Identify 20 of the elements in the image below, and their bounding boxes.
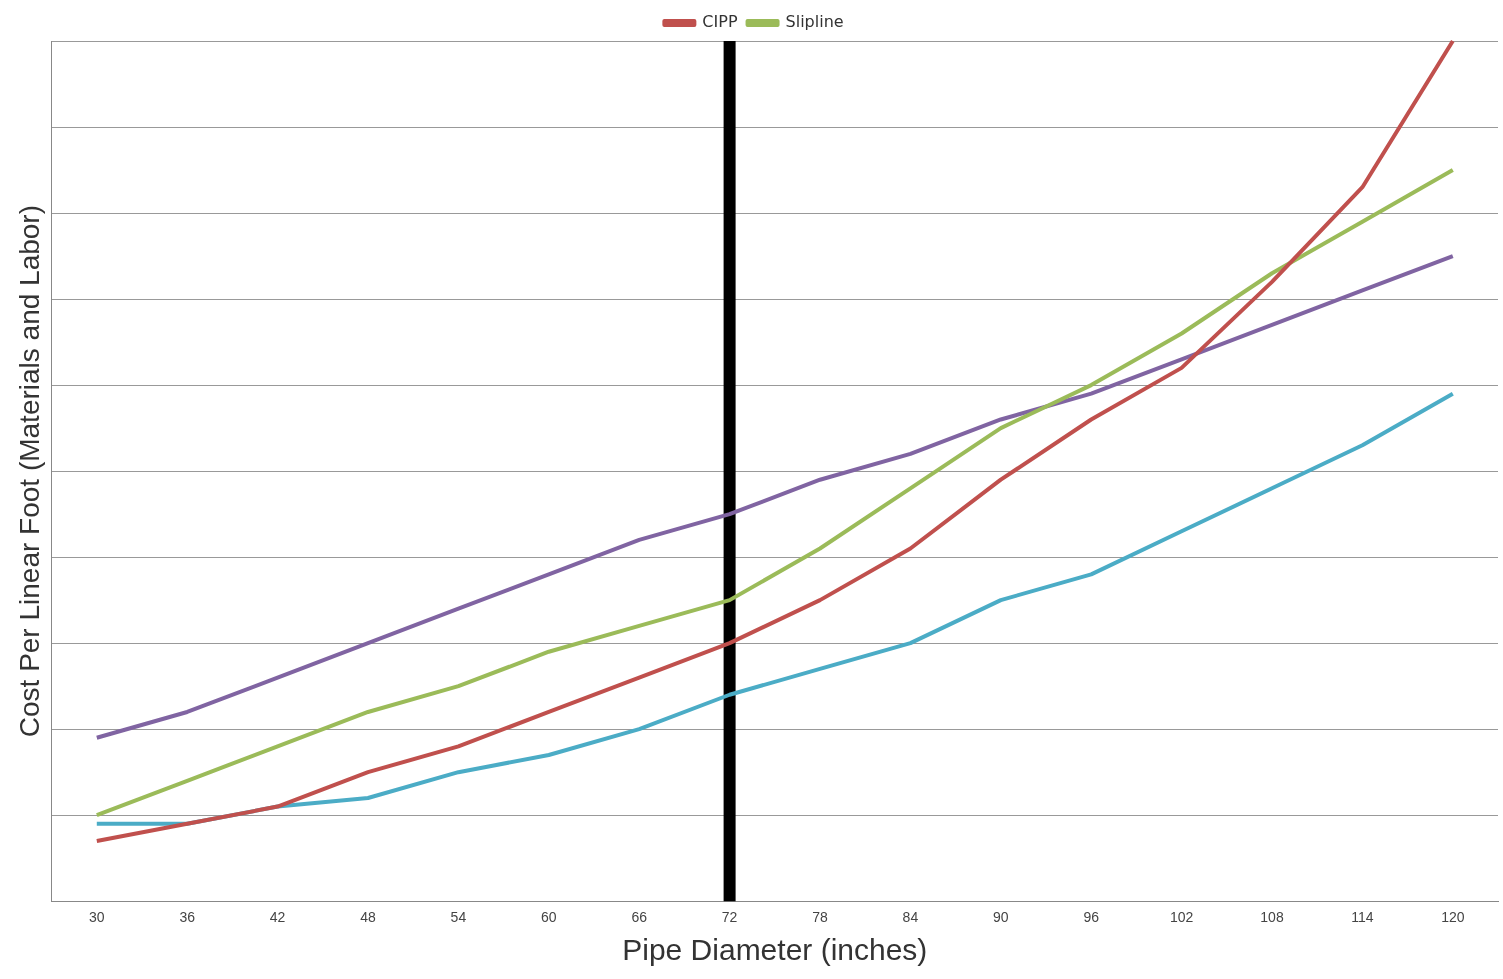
x-tick-label: 54 bbox=[450, 909, 467, 926]
y-axis-title: Cost Per Linear Foot (Materials and Labor) bbox=[13, 204, 45, 738]
x-tick-label: 36 bbox=[179, 909, 196, 926]
legend-label: CIPP bbox=[702, 12, 738, 32]
x-tick-label: 48 bbox=[360, 909, 376, 926]
x-tick-label: 60 bbox=[541, 909, 557, 926]
x-tick-label: 114 bbox=[1351, 909, 1374, 926]
x-tick-label: 102 bbox=[1169, 909, 1194, 926]
x-tick-label: 42 bbox=[269, 909, 286, 926]
x-tick-label: 72 bbox=[721, 909, 738, 926]
x-tick-label: 90 bbox=[993, 909, 1009, 926]
x-tick-label: 108 bbox=[1260, 909, 1284, 926]
x-tick-label: 66 bbox=[631, 909, 648, 926]
x-tick-label: 84 bbox=[902, 909, 919, 926]
legend-label: Slipline bbox=[785, 12, 844, 32]
x-tick-label: 96 bbox=[1083, 909, 1100, 926]
x-tick-label: 78 bbox=[812, 909, 828, 926]
x-tick-label: 120 bbox=[1441, 909, 1465, 926]
x-axis-title: Pipe Diameter (inches) bbox=[622, 933, 928, 967]
x-tick-label: 30 bbox=[89, 909, 105, 926]
